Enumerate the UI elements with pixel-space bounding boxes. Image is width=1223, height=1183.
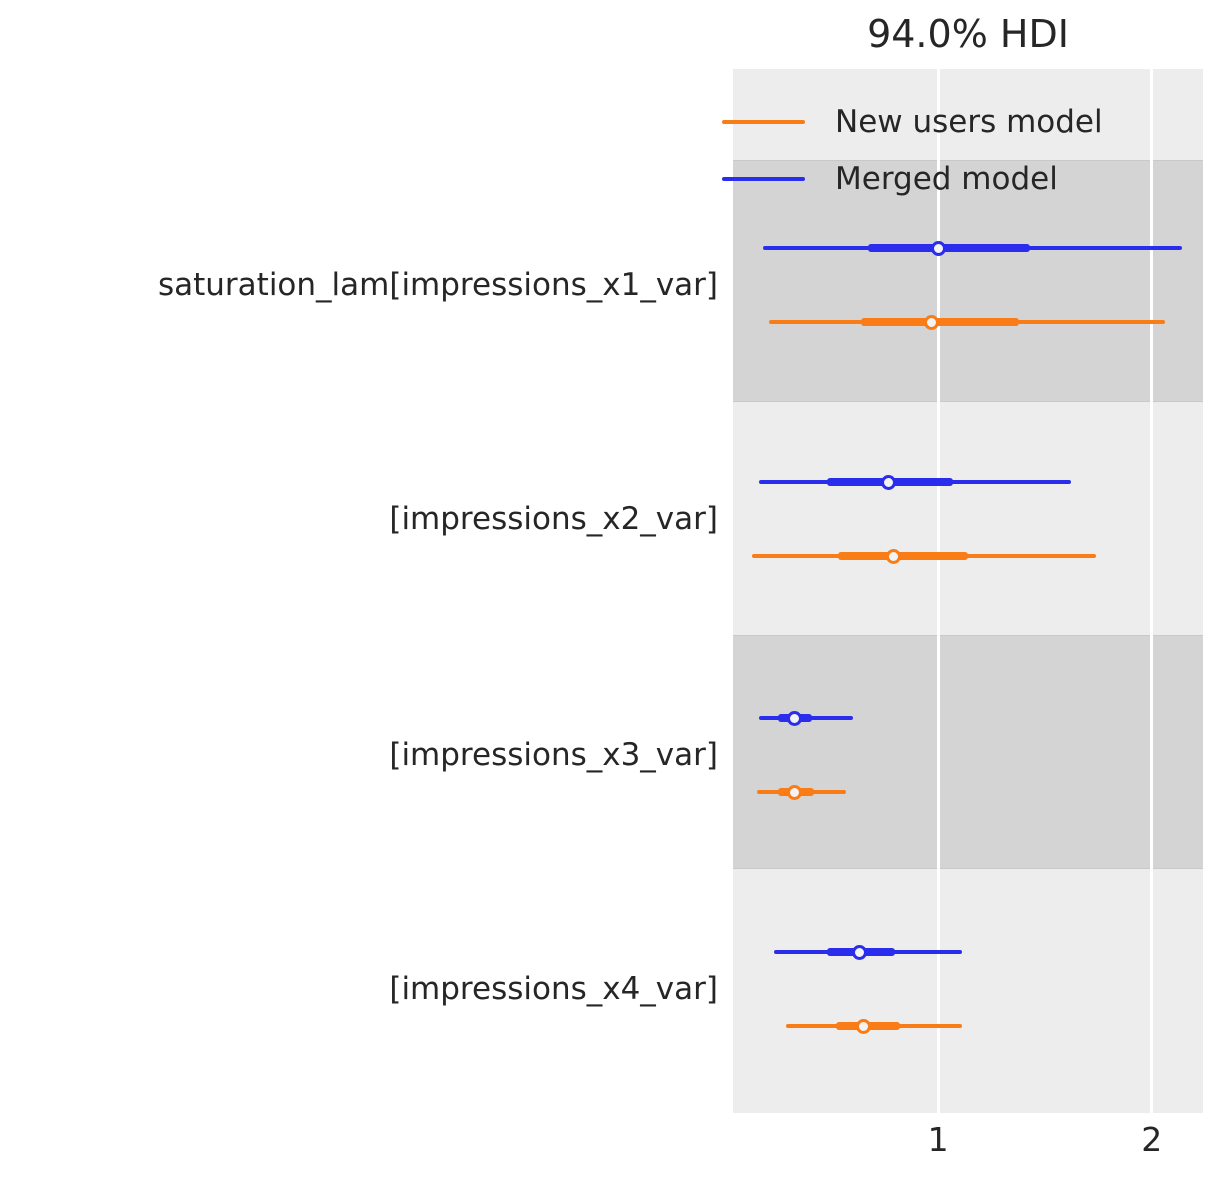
hdi-50-line [867, 244, 1030, 252]
hdi-50-line [837, 552, 968, 560]
legend-line [722, 120, 805, 124]
median-marker [855, 1018, 871, 1034]
median-marker [787, 784, 803, 800]
y-axis-label: [impressions_x4_var] [389, 971, 718, 1007]
chart-title: 94.0% HDI [867, 12, 1069, 56]
legend-line [722, 177, 805, 181]
x-tick-label: 1 [927, 1120, 949, 1159]
median-marker [787, 710, 803, 726]
plot-area: New users model Merged model [722, 69, 1203, 1113]
hdi-50-line [861, 318, 1020, 326]
median-marker [924, 314, 940, 330]
row-band-dark [733, 160, 1203, 402]
median-marker [881, 474, 897, 490]
legend-label: Merged model [835, 161, 1058, 197]
y-axis-label: [impressions_x2_var] [389, 501, 718, 537]
x-gridline [936, 69, 940, 1113]
x-gridline [1150, 69, 1154, 1113]
row-band-dark [733, 635, 1203, 869]
y-axis-label: saturation_lam[impressions_x1_var] [157, 267, 718, 303]
legend-label: New users model [835, 104, 1103, 140]
x-tick-label: 2 [1141, 1120, 1163, 1159]
median-marker [885, 548, 901, 564]
y-axis-label: [impressions_x3_var] [389, 737, 718, 773]
median-marker [930, 240, 946, 256]
median-marker [851, 944, 867, 960]
